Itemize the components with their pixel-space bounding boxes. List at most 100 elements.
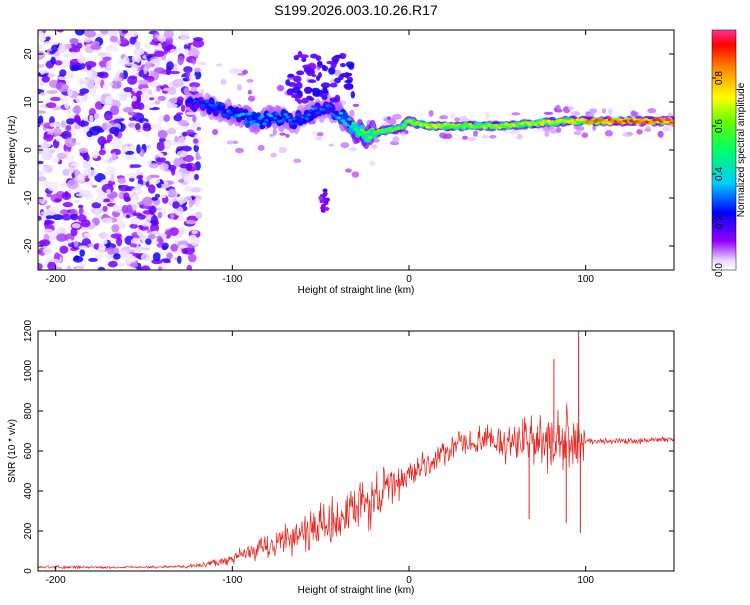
noise-blob [131,54,142,64]
noise-blob [133,47,145,56]
ridge-blob [423,123,428,127]
noise-blob [52,157,60,164]
noise-blob [129,36,137,45]
noise-blob [86,130,93,138]
noise-blob [188,47,200,58]
noise-blob [66,113,76,119]
ridge-blob [268,114,273,118]
noise-blob [157,115,163,126]
scatter-blob [272,128,277,136]
noise-blob [188,73,196,81]
noise-blob [94,112,99,120]
cluster-blob [317,60,323,67]
noise-blob [112,152,117,161]
ridge-blob [292,117,297,121]
scatter-blob [279,132,286,136]
ridge-blob [400,126,405,130]
tail-blob [318,196,324,200]
cluster-blob [321,94,328,101]
tail-blob [322,193,327,197]
noise-blob [85,136,96,141]
noise-blob [101,217,113,224]
noise-blob [119,37,128,45]
cluster-blob [340,63,346,68]
ridge-blob [366,130,371,134]
ridge-blob [313,106,318,110]
noise-blob [141,95,149,103]
scatter-blob [485,111,490,119]
noise-blob [164,139,171,150]
snr-x-axis: -200 -100 0 100 [46,331,594,586]
scatter-blob [473,130,478,137]
noise-blob [67,51,78,58]
noise-blob [38,263,43,270]
noise-blob [40,69,45,75]
noise-blob [43,134,54,142]
noise-blob [70,128,78,137]
noise-blob [54,266,63,270]
noise-blob [130,262,139,268]
y-tick-label: 200 [23,522,34,539]
noise-blob [118,250,128,260]
ridge-blob [387,126,392,130]
noise-blob [100,239,108,245]
noise-blob [147,233,156,240]
scatter-blob [662,125,672,132]
noise-blob [167,86,177,96]
ridge-blob [355,130,360,134]
noise-blob [106,134,113,142]
ridge-blob [353,128,358,131]
tail-blob [325,197,330,202]
ridge-blob [434,125,439,129]
scatter-blob [278,146,287,154]
scatter-blob [400,131,406,137]
cluster-blob [296,70,305,76]
colorbar: 0.0 0.2 0.4 0.6 0.8 Normalized spectral ampl… [711,29,747,277]
noise-blob [79,88,90,94]
colorbar-tick-label: 0.4 [714,167,725,181]
cluster-blob [322,65,327,70]
scatter-blob [269,133,275,138]
ridge-blob [224,114,229,118]
noise-blob [38,63,45,69]
noise-blob [55,83,62,90]
noise-blob [87,84,99,90]
noise-blob [136,214,146,220]
noise-blob [145,238,152,246]
noise-blob [151,196,158,201]
noise-blob [177,255,182,264]
noise-blob [139,87,152,97]
scatter-blob [386,116,391,120]
noise-blob [136,144,141,154]
y-tick-label: 400 [23,482,34,499]
noise-blob [56,233,68,242]
noise-blob [98,149,107,156]
noise-blob [156,141,165,152]
cluster-blob [344,79,353,84]
scatter-blob [589,108,598,114]
noise-blob [158,266,163,270]
noise-blob [191,122,201,127]
ridge-blob [270,120,276,124]
ridge-blob [474,125,479,129]
noise-blob [129,243,137,248]
noise-blob [117,177,127,184]
scatter-blob [568,106,575,110]
scatter-blob [246,79,254,83]
scatter-blob [242,69,248,75]
scatter-blob [544,130,550,137]
scatter-blob [311,131,317,135]
noise-blob [38,160,44,165]
noise-blob [73,105,81,115]
noise-blob [140,253,151,262]
noise-blob [144,103,155,109]
colorbar-label: Normalized spectral amplitude [736,82,747,217]
snr-line [38,403,674,570]
noise-blob [111,224,120,233]
noise-blob [100,179,109,186]
noise-blob [162,207,167,216]
ridge-blob [260,114,265,118]
noise-blob [62,201,73,208]
